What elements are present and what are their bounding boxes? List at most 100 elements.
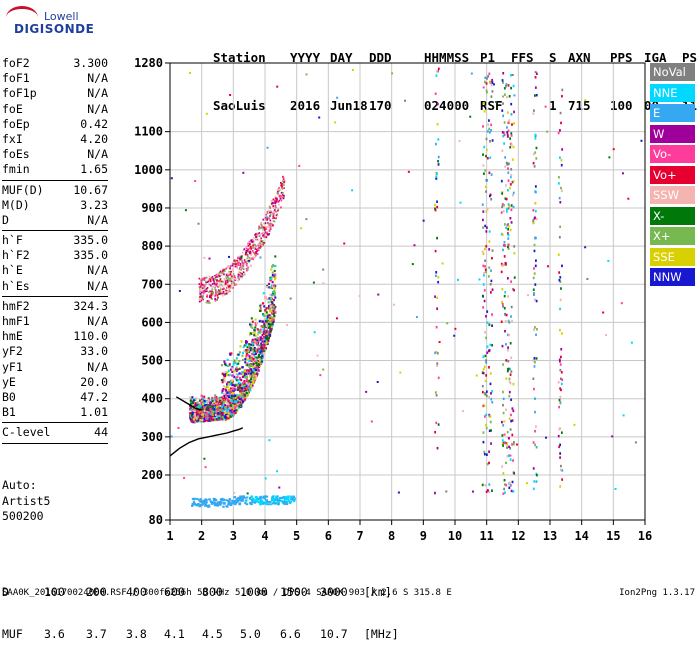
echo-point [254, 340, 257, 343]
echo-point [267, 305, 270, 308]
echo-point [226, 272, 229, 275]
echo-point [283, 194, 285, 197]
echo-point [256, 339, 259, 342]
echo-point [199, 405, 202, 408]
echo-point [490, 83, 493, 87]
echo-point [234, 265, 237, 268]
echo-point [484, 265, 486, 268]
echo-point [485, 190, 487, 193]
echo-point [265, 218, 267, 221]
echo-point [505, 408, 507, 412]
echo-point [222, 387, 225, 391]
echo-point [234, 263, 237, 266]
echo-point [230, 280, 233, 283]
echo-point [249, 498, 252, 501]
echo-point [226, 279, 229, 282]
echo-point [491, 400, 494, 404]
header-value: 1 [549, 98, 557, 113]
echo-point [485, 89, 488, 93]
echo-point [501, 465, 504, 468]
echo-point [199, 292, 201, 295]
echo-point [269, 279, 272, 282]
echo-point [239, 390, 242, 393]
echo-point [240, 372, 243, 376]
echo-point [195, 403, 198, 406]
echo-point [256, 238, 259, 241]
echo-point [258, 225, 260, 228]
echo-point [207, 411, 210, 414]
echo-point [503, 240, 506, 244]
echo-point [250, 372, 253, 375]
echo-point [270, 225, 272, 228]
echo-point [557, 381, 560, 384]
echo-point [255, 238, 257, 241]
echo-point [215, 396, 218, 399]
echo-point [224, 411, 227, 414]
echo-point [263, 324, 266, 327]
echo-point [255, 342, 258, 345]
echo-point [411, 263, 414, 266]
echo-point [513, 276, 516, 279]
echo-point [534, 86, 537, 89]
echo-point [247, 268, 249, 271]
echo-point [206, 401, 209, 404]
echo-point [227, 413, 230, 417]
echo-point [190, 402, 193, 405]
echo-point [264, 222, 267, 225]
echo-point [221, 294, 224, 297]
echo-point [485, 390, 488, 393]
echo-point [275, 499, 279, 502]
echo-point [205, 112, 208, 115]
echo-point [250, 359, 253, 362]
echo-point [242, 385, 245, 388]
echo-point [535, 299, 538, 303]
echo-point [224, 404, 227, 407]
echo-point [365, 390, 368, 393]
echo-point [247, 266, 250, 269]
echo-point [200, 285, 203, 288]
echo-point [227, 275, 229, 278]
echo-point [219, 278, 222, 281]
echo-point [222, 404, 225, 407]
echo-point [240, 394, 243, 397]
echo-point [252, 246, 254, 249]
echo-point [258, 354, 261, 357]
echo-point [273, 220, 276, 223]
echo-point [214, 411, 217, 414]
echo-point [207, 404, 210, 407]
header-label: HHMMSS [424, 50, 470, 65]
echo-point [249, 380, 252, 383]
echo-point [254, 377, 257, 380]
echo-point [202, 416, 205, 419]
echo-point [205, 414, 208, 417]
echo-point [262, 342, 265, 345]
echo-point [252, 365, 255, 369]
echo-point [238, 394, 241, 397]
echo-point [557, 131, 560, 135]
echo-point [254, 338, 257, 341]
echo-point [269, 321, 272, 325]
echo-point [240, 398, 243, 401]
echo-point [277, 500, 280, 503]
echo-point [257, 249, 260, 252]
echo-point [273, 315, 276, 318]
echo-point [508, 367, 511, 371]
echo-point [241, 251, 244, 254]
echo-point [191, 412, 194, 416]
echo-point [436, 205, 439, 209]
echo-point [266, 285, 269, 289]
muf-value: 3.8 [126, 627, 147, 641]
echo-point [227, 503, 230, 506]
echo-point [559, 363, 562, 366]
echo-point [265, 330, 268, 334]
echo-point [407, 170, 410, 173]
echo-point [234, 499, 237, 502]
param-name: h`E [2, 263, 23, 278]
echo-point [224, 400, 227, 403]
echo-point [219, 397, 222, 400]
echo-point [261, 346, 264, 349]
echo-point [509, 145, 512, 149]
echo-point [232, 399, 235, 402]
echo-point [509, 381, 512, 385]
echo-point [270, 317, 273, 320]
